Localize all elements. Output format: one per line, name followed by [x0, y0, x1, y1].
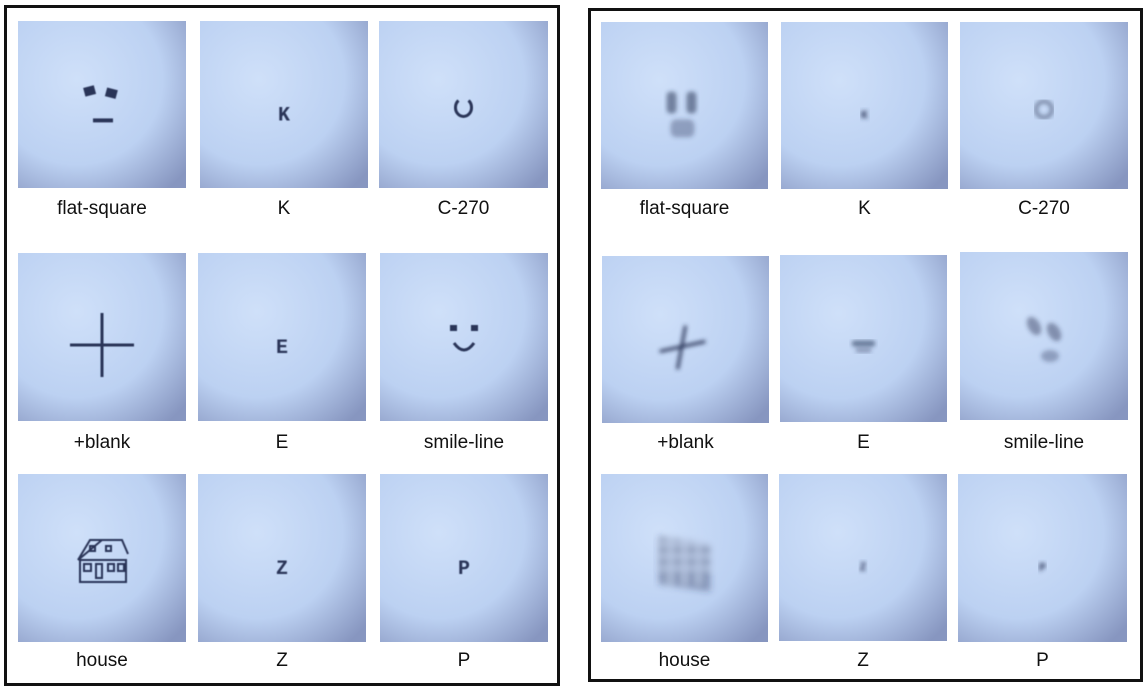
- right-caption-4: E: [857, 432, 870, 453]
- letter-P-sharp-image: P: [380, 474, 548, 642]
- right-caption-3: +blank: [657, 432, 714, 453]
- left-tile-c-270: [379, 21, 548, 188]
- left-caption-1: K: [277, 198, 291, 219]
- right-tile-z: Z: [779, 474, 947, 641]
- left-caption-2: C-270: [437, 198, 490, 219]
- left-tile-p: P: [380, 474, 548, 642]
- letter-E-sharp-image: E: [198, 253, 366, 421]
- right-caption-7: Z: [857, 650, 869, 671]
- left-tile-e: E: [198, 253, 366, 421]
- left-caption-3: +blank: [73, 432, 131, 453]
- smile-face-sharp-image: [380, 253, 548, 421]
- right-caption-6: house: [658, 650, 711, 671]
- flat-square-pattern-blurred-image: [601, 22, 768, 189]
- C-ring-sharp-image: [379, 21, 548, 188]
- letter-K-blurred-image: K: [781, 22, 948, 189]
- smile-face-blurred-image: [960, 252, 1128, 420]
- letter-P-blurred-image: P: [958, 474, 1127, 642]
- house-icon-sharp-image: [18, 474, 186, 642]
- left-caption-7: Z: [276, 650, 288, 671]
- flat-square-pattern-sharp-image: [18, 21, 186, 188]
- left-tile-z: Z: [198, 474, 366, 642]
- C-ring-blurred-image: [960, 22, 1128, 189]
- right-tile-+blank: [602, 256, 769, 423]
- left-tile-smile-line: [380, 253, 548, 421]
- right-tile-p: P: [958, 474, 1127, 642]
- left-tile-house: [18, 474, 186, 642]
- right-tile-c-270: [960, 22, 1128, 189]
- right-tile-flat-square: [601, 22, 768, 189]
- right-caption-0: flat-square: [639, 198, 730, 219]
- left-tile-flat-square: [18, 21, 186, 188]
- svg-text:P: P: [458, 558, 470, 581]
- left-caption-0: flat-square: [57, 198, 147, 219]
- left-tile-k: K: [200, 21, 368, 188]
- plus-cross-sharp-image: [18, 253, 186, 421]
- left-caption-8: P: [457, 650, 471, 671]
- plus-cross-blurred-image: [602, 256, 769, 423]
- letter-E-blurred-image: [780, 255, 947, 422]
- right-tile-smile-line: [960, 252, 1128, 420]
- svg-text:K: K: [861, 108, 869, 122]
- svg-text:K: K: [278, 103, 290, 126]
- letter-Z-blurred-image: Z: [779, 474, 947, 641]
- right-tile-house: [601, 474, 768, 642]
- house-icon-blurred-image: [601, 474, 768, 642]
- left-caption-5: smile-line: [423, 432, 505, 453]
- left-tile-+blank: [18, 253, 186, 421]
- left-caption-4: E: [275, 432, 289, 453]
- right-caption-8: P: [1036, 650, 1049, 671]
- right-caption-5: smile-line: [1003, 432, 1085, 453]
- svg-text:P: P: [1039, 561, 1046, 575]
- letter-K-sharp-image: K: [200, 21, 368, 188]
- letter-Z-sharp-image: Z: [198, 474, 366, 642]
- left-caption-6: house: [76, 650, 128, 671]
- svg-text:Z: Z: [859, 560, 866, 574]
- right-caption-2: C-270: [1018, 198, 1070, 219]
- right-caption-1: K: [858, 198, 871, 219]
- right-tile-k: K: [781, 22, 948, 189]
- right-tile-e: [780, 255, 947, 422]
- svg-text:E: E: [276, 337, 288, 360]
- svg-text:Z: Z: [276, 558, 288, 581]
